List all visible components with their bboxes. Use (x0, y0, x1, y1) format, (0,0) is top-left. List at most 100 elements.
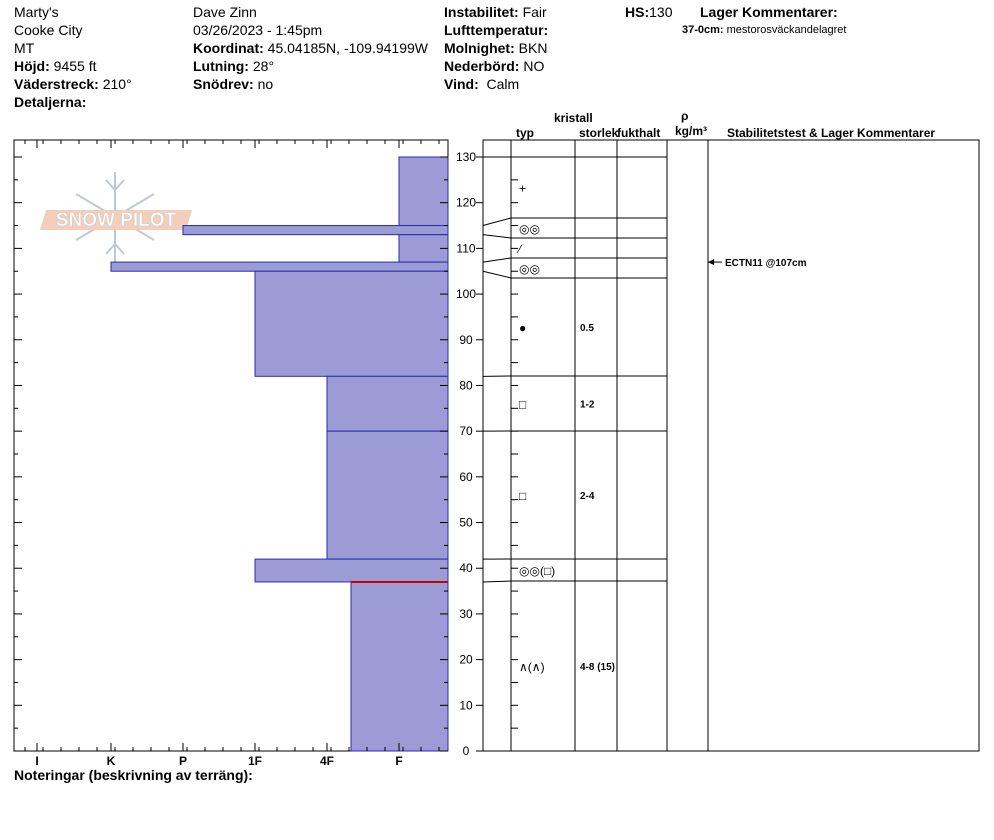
cloud-cover: Molnighet: BKN (444, 39, 547, 57)
height-label-80: 80 (459, 378, 473, 392)
elevation-value: 9455 ft (53, 58, 97, 74)
hardness-axis: I K P 1F 4F F (14, 140, 448, 768)
grain-type-5: □ (519, 398, 526, 412)
aspect-value: 210° (102, 76, 132, 92)
slope-value: 28° (252, 58, 275, 74)
grain-type-4: ● (519, 321, 526, 335)
grain-type-0: + (519, 182, 526, 196)
height-label-110: 110 (456, 241, 475, 255)
drift-label: Snödrev: (193, 76, 254, 92)
grain-type-8: ∧(∧) (519, 660, 545, 674)
precipitation: Nederbörd: NO (444, 57, 544, 75)
stability-arrowhead (708, 259, 714, 266)
col-size-header: storlek (579, 126, 619, 140)
grain-type-2: ⁄ (516, 242, 523, 256)
instability-label: Instabilitet: (444, 4, 519, 20)
hardness-label-1F: 1F (248, 754, 262, 768)
slope: Lutning: 28° (193, 57, 274, 75)
wind-label: Vind: (444, 76, 479, 92)
height-axis: 0 10 20 30 40 50 60 70 80 90 100 110 120 130 (456, 150, 483, 758)
observation-datetime: 03/26/2023 - 1:45pm (193, 22, 323, 38)
height-label-120: 120 (456, 196, 476, 210)
row-connector (482, 270, 512, 279)
hs-label: HS: (625, 4, 650, 20)
elevation: Höjd: 9455 ft (14, 57, 96, 75)
layer-bar-7 (254, 558, 449, 583)
height-label-130: 130 (456, 150, 476, 164)
grain-size-6: 2-4 (580, 491, 595, 502)
area-name: Cooke City (14, 22, 83, 38)
layer-comment: 37-0cm: mestorosväckandelagret (682, 24, 846, 36)
air-temperature: Lufttemperatur: (444, 21, 548, 39)
precip-label: Nederbörd: (444, 58, 520, 74)
slope-label: Lutning: (193, 58, 249, 74)
height-label-10: 10 (459, 698, 473, 712)
stability-frame (707, 139, 980, 752)
hs-value: 130 (649, 4, 673, 20)
wind: Vind: Calm (444, 75, 519, 93)
coord-label: Koordinat: (193, 40, 264, 56)
grain-type-3: ◎◎ (519, 262, 540, 276)
layer-bar-8 (350, 581, 449, 752)
col-moisture-header: fukthalt (617, 126, 660, 140)
precip-value: NO (523, 58, 545, 74)
height-label-100: 100 (456, 287, 476, 301)
grain-type-7: ◎◎(□) (519, 564, 555, 578)
hardness-label-I: I (35, 754, 38, 768)
col-type-header: typ (516, 126, 534, 140)
wind-value: Calm (486, 76, 520, 92)
height-label-30: 30 (459, 607, 473, 621)
col-stability-header: Stabilitetstest & Lager Kommentarer (727, 126, 935, 140)
height-label-70: 70 (459, 424, 473, 438)
col-density-header: kg/m³ (675, 124, 707, 138)
logo-text: SNOW PILOT (56, 210, 177, 231)
hardness-label-P: P (179, 754, 187, 768)
airtemp-label: Lufttemperatur: (444, 22, 549, 38)
grain-table: + ◎◎ ⁄ ◎◎ ● 0.5 □ 1-2 □ 2-4 ◎◎(□) ∧(∧) 4-8 (15) (482, 139, 709, 752)
layer-comment-text: mestorosväckandelagret (726, 24, 847, 36)
aspect: Väderstreck: 210° (14, 75, 132, 93)
stability-tests: ECTN11 @107cm (708, 258, 807, 269)
instability-value: Fair (522, 4, 547, 20)
coordinates: Koordinat: 45.04185N, -109.94199W (193, 39, 428, 57)
drift: Snödrev: no (193, 75, 273, 93)
hardness-label-K: K (107, 754, 116, 768)
aspect-label: Väderstreck: (14, 76, 99, 92)
location-name: Marty's (14, 4, 59, 20)
hardness-layers (110, 156, 449, 752)
cloud-value: BKN (518, 40, 548, 56)
row-connector (482, 580, 512, 583)
state-name: MT (14, 40, 35, 56)
cloud-label: Molnighet: (444, 40, 515, 56)
hardness-label-4F: 4F (320, 754, 334, 768)
drift-value: no (257, 76, 274, 92)
snowpilot-logo: SNOW PILOT (40, 172, 192, 262)
elevation-label: Höjd: (14, 58, 50, 74)
notes-label: Noteringar (beskrivning av terräng): (14, 767, 253, 783)
height-label-90: 90 (459, 333, 473, 347)
hardness-label-F: F (395, 754, 402, 768)
layer-bar-6 (326, 430, 449, 560)
height-label-50: 50 (459, 516, 473, 530)
layer-bar-3 (110, 261, 449, 272)
instability: Instabilitet: Fair (444, 3, 547, 21)
observer-name: Dave Zinn (193, 4, 257, 20)
coord-value: 45.04185N, -109.94199W (267, 40, 428, 56)
height-label-20: 20 (459, 653, 473, 667)
col-crystal-header: kristall (554, 111, 593, 125)
col-rho-header: ρ (681, 109, 688, 123)
grain-size-5: 1-2 (580, 400, 595, 411)
grain-type-6: □ (519, 489, 526, 503)
height-label-60: 60 (459, 470, 473, 484)
layer-comment-range: 37-0cm: (682, 24, 724, 36)
layer-bar-4 (254, 270, 449, 377)
grain-size-4: 0.5 (580, 323, 594, 334)
row-connector (482, 257, 512, 263)
grain-size-8: 4-8 (15) (580, 662, 615, 673)
layer-bar-5 (326, 375, 449, 432)
details-label: Detaljerna: (14, 94, 87, 110)
row-connector (482, 217, 512, 227)
layer-comments-title: Lager Kommentarer: (700, 4, 838, 20)
stability-test-label-0: ECTN11 @107cm (725, 258, 807, 269)
